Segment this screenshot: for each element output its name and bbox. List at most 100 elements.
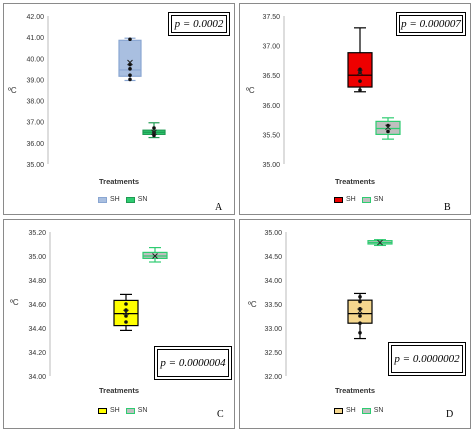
- legend-label-sn-d: SN: [373, 407, 384, 414]
- y-tick-label: 40.00: [26, 56, 44, 63]
- data-point-sh: [128, 73, 132, 77]
- p-value-box-d: p = 0.0000002: [388, 342, 466, 376]
- y-tick-label: 34.00: [264, 278, 282, 285]
- panel-letter-b: B: [444, 202, 451, 213]
- legend-swatch-sn-d: [361, 407, 371, 414]
- chart-c-svg: 35.20 35.00 34.80 34.60 34.40 34.20 34.00: [28, 230, 168, 381]
- legend-label-sn-c: SN: [137, 407, 148, 414]
- y-tick-label: 42.00: [26, 14, 44, 21]
- p-value-box-c: p = 0.0000004: [154, 346, 232, 380]
- mean-marker-sn: [377, 239, 383, 246]
- legend-swatch-sh-d: [334, 407, 343, 414]
- y-tick-label: 34.50: [264, 254, 282, 261]
- legend-swatch-sh-a: [98, 196, 107, 203]
- p-value-d: p = 0.0000002: [391, 345, 463, 373]
- x-axis-title-b: Treatments: [334, 177, 376, 186]
- y-tick-label: 32.00: [264, 374, 282, 381]
- legend-a: SH SN: [98, 196, 153, 203]
- legend-d: SH SN: [334, 407, 389, 414]
- legend-label-sh-a: SH: [110, 196, 120, 203]
- data-point-sn: [386, 129, 390, 134]
- panel-letter-d: D: [446, 409, 454, 420]
- x-axis-title-c: Treatments: [98, 386, 140, 395]
- legend-swatch-sn-b: [361, 196, 371, 203]
- x-axis-title-d: Treatments: [334, 386, 376, 395]
- legend-label-sh-b: SH: [346, 196, 356, 203]
- legend-c: SH SN: [98, 407, 153, 414]
- y-tick-label: 35.20: [28, 230, 46, 237]
- mean-marker-sn: [152, 253, 158, 259]
- y-tick-label: 32.50: [264, 350, 282, 357]
- data-point-sh: [128, 77, 132, 82]
- chart-b-svg: 37.50 37.00 36.50 36.00 35.50 35.00: [262, 14, 401, 169]
- y-tick-label: 38.00: [26, 99, 44, 106]
- y-tick-label: 34.60: [28, 302, 46, 309]
- data-point-sh: [358, 314, 362, 318]
- y-tick-label: 34.40: [28, 326, 46, 333]
- y-axis-title-d: ºC: [248, 300, 257, 309]
- data-point-sh: [358, 88, 362, 92]
- y-tick-label: 37.00: [262, 44, 280, 51]
- p-value-box-b: p = 0.000007: [396, 12, 466, 36]
- y-axis-title-b: ºC: [246, 86, 255, 95]
- y-tick-label: 34.20: [28, 350, 46, 357]
- data-point-sh: [358, 295, 362, 299]
- y-tick-label: 35.00: [28, 254, 46, 261]
- p-value-b: p = 0.000007: [399, 15, 463, 33]
- box-sh: [118, 39, 142, 77]
- data-point-sh: [124, 302, 128, 306]
- y-tick-label: 34.80: [28, 278, 46, 285]
- chart-d-svg: 35.00 34.50 34.00 33.50 33.00 32.50 32.00: [264, 230, 393, 381]
- data-point-sh: [124, 320, 128, 324]
- mean-marker-sn: [151, 129, 157, 136]
- y-axis-title-c: ºC: [10, 298, 19, 307]
- legend-swatch-sn-c: [125, 407, 135, 414]
- mean-marker-sn: [385, 124, 391, 131]
- data-point-sn: [152, 126, 156, 130]
- y-tick-label: 35.50: [262, 132, 280, 139]
- y-tick-label: 34.00: [28, 374, 46, 381]
- x-axis-title-a: Treatments: [98, 177, 140, 186]
- y-tick-label: 33.00: [264, 326, 282, 333]
- legend-label-sn-a: SN: [137, 196, 148, 203]
- chart-a-svg: 42.00 41.00 40.00 39.00 38.00 37.00 36.00 35.00: [26, 14, 166, 169]
- p-value-c: p = 0.0000004: [157, 349, 229, 377]
- panel-letter-a: A: [215, 202, 223, 213]
- y-tick-label: 36.00: [26, 141, 44, 148]
- panel-c: 35.20 35.00 34.80 34.60 34.40 34.20 34.00 p = …: [3, 219, 235, 429]
- data-point-sh: [124, 314, 128, 318]
- mean-marker-sh: [357, 69, 363, 76]
- legend-label-sh-d: SH: [346, 407, 356, 414]
- y-tick-label: 37.00: [26, 120, 44, 127]
- data-point-sh: [358, 331, 362, 335]
- mean-marker-sh: [127, 59, 133, 66]
- y-tick-label: 33.50: [264, 302, 282, 309]
- panel-b: 37.50 37.00 36.50 36.00 35.50 35.00 p = 0.000…: [239, 3, 471, 215]
- panel-d: 35.00 34.50 34.00 33.50 33.00 32.50 32.00 p = …: [239, 219, 471, 429]
- legend-label-sh-c: SH: [110, 407, 120, 414]
- y-tick-label: 36.50: [262, 73, 280, 80]
- legend-label-sn-b: SN: [373, 196, 384, 203]
- legend-swatch-sh-c: [98, 407, 107, 414]
- mean-marker-sh: [357, 308, 363, 315]
- p-value-a: p = 0.0002: [171, 15, 227, 33]
- legend-swatch-sn-a: [125, 196, 135, 203]
- data-point-sh: [358, 299, 362, 304]
- y-axis-title-a: ºC: [8, 86, 17, 95]
- panel-a: 42.00 41.00 40.00 39.00 38.00 37.00 36.00 35.00…: [3, 3, 235, 215]
- y-tick-label: 35.00: [262, 162, 280, 169]
- legend-swatch-sh-b: [334, 196, 343, 203]
- y-tick-label: 39.00: [26, 77, 44, 84]
- p-value-box-a: p = 0.0002: [168, 12, 230, 36]
- data-point-sh: [358, 79, 362, 83]
- y-tick-label: 41.00: [26, 35, 44, 42]
- panel-letter-c: C: [217, 409, 224, 420]
- data-point-sh: [358, 321, 362, 325]
- data-point-sh: [358, 67, 362, 72]
- y-tick-label: 35.00: [26, 162, 44, 169]
- data-point-sh: [128, 67, 132, 71]
- data-point-sn: [152, 133, 156, 138]
- y-tick-label: 37.50: [262, 14, 280, 21]
- y-tick-label: 35.00: [264, 230, 282, 237]
- data-point-sh: [128, 37, 132, 42]
